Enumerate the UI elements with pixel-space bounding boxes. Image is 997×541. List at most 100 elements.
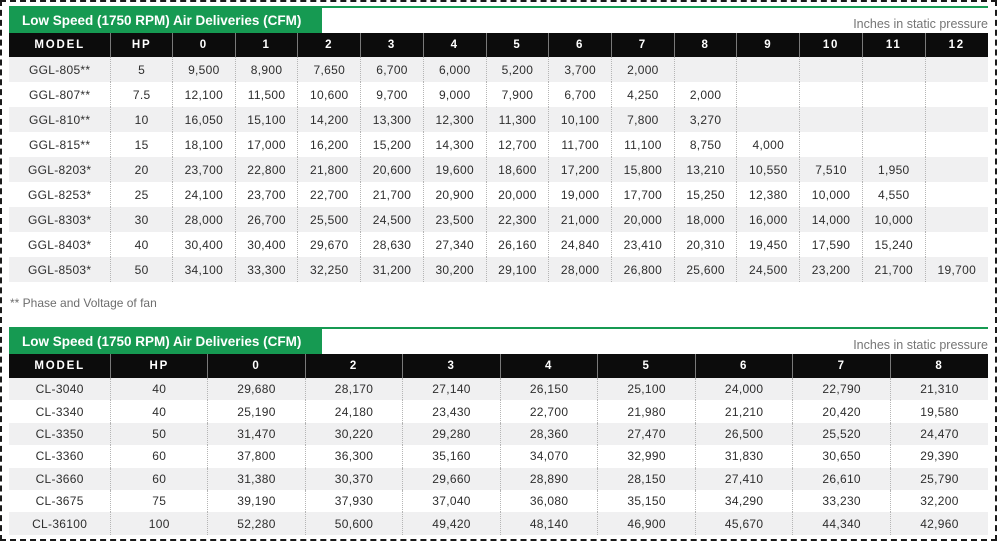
cfm-cell: 28,150 — [597, 467, 696, 490]
cfm-cell: 24,180 — [304, 400, 403, 423]
model-cell: CL-3675 — [35, 494, 84, 509]
cfm-cell — [924, 157, 988, 182]
table-title: Low Speed (1750 RPM) Air Deliveries (CFM… — [9, 8, 322, 33]
cfm-cell: 21,700 — [861, 257, 926, 282]
cfm-cell: 23,430 — [402, 400, 501, 423]
cfm-cell: 28,630 — [360, 232, 424, 257]
cfm-cell: 17,200 — [548, 157, 612, 182]
hp-cell: 10 — [110, 107, 173, 132]
cfm-cell: 15,100 — [234, 107, 298, 132]
cfm-cell: 24,470 — [889, 422, 988, 446]
cfm-cell: 16,000 — [736, 207, 800, 232]
cfm-cell: 18,600 — [485, 157, 549, 182]
table-row: GGL-805** 5 9,500 8,900 7,650 6,700 6,000 5,200… — [9, 57, 988, 82]
header-row: MODEL HP 0 2 3 4 5 6 7 8 — [9, 354, 988, 378]
cfm-cell: 49,420 — [402, 512, 501, 535]
column-header: 7 — [792, 354, 891, 378]
cfm-cell: 7,510 — [799, 157, 863, 182]
hp-cell: 15 — [110, 132, 173, 157]
column-header: 8 — [673, 33, 737, 57]
column-header: 3 — [402, 354, 501, 378]
model-cell: GGL-810** — [28, 112, 91, 127]
cfm-cell: 32,990 — [597, 445, 696, 468]
cfm-cell — [799, 57, 863, 82]
cfm-cell: 42,960 — [889, 512, 988, 535]
table-row: CL-3040 40 29,680 28,170 27,140 26,150 25,100 2… — [9, 378, 988, 401]
cfm-cell: 22,700 — [499, 400, 598, 423]
cfm-cell: 11,100 — [611, 132, 675, 157]
cfm-cell: 23,700 — [234, 182, 298, 207]
model-cell: GGL-807** — [28, 87, 91, 102]
model-cell: CL-3360 — [35, 449, 84, 464]
cfm-cell: 24,000 — [694, 378, 793, 401]
cfm-cell: 29,670 — [297, 232, 361, 257]
air-delivery-table-cl: MODEL HP 0 2 3 4 5 6 7 8 CL-3040 40 29,680 28,170 27,1… — [9, 354, 988, 535]
cfm-cell: 13,300 — [360, 107, 424, 132]
cfm-cell: 6,000 — [422, 57, 487, 82]
cfm-cell: 30,400 — [171, 232, 236, 257]
model-cell: CL-3350 — [35, 426, 84, 441]
model-cell: GGL-8403* — [27, 237, 92, 252]
table-row: GGL-807** 7.5 12,100 11,500 10,600 9,700 9,000… — [9, 82, 988, 107]
cfm-cell: 23,410 — [611, 232, 675, 257]
table-row: GGL-8403* 40 30,400 30,400 29,670 28,630 27,34… — [9, 232, 988, 257]
cfm-cell: 26,610 — [792, 467, 891, 490]
cfm-cell: 27,410 — [694, 467, 793, 490]
cfm-cell: 21,310 — [889, 378, 988, 401]
cfm-cell: 23,700 — [171, 157, 236, 182]
cfm-cell: 39,190 — [207, 489, 306, 513]
model-cell: GGL-815** — [28, 137, 91, 152]
cfm-cell: 12,300 — [422, 107, 487, 132]
model-cell: GGL-8303* — [27, 212, 92, 227]
cfm-cell: 25,790 — [889, 467, 988, 490]
cfm-cell: 10,000 — [861, 207, 926, 232]
column-header: 5 — [485, 33, 549, 57]
cfm-cell: 19,000 — [548, 182, 612, 207]
cfm-cell: 20,310 — [673, 232, 737, 257]
cfm-cell: 4,550 — [861, 182, 926, 207]
cfm-cell: 16,200 — [297, 132, 361, 157]
cfm-cell: 15,200 — [360, 132, 424, 157]
cfm-cell: 5,200 — [485, 57, 549, 82]
cfm-cell: 37,040 — [402, 489, 501, 513]
cfm-cell: 18,100 — [171, 132, 236, 157]
cfm-cell: 31,380 — [207, 467, 306, 490]
cfm-cell: 2,000 — [673, 82, 737, 107]
cfm-cell: 30,220 — [304, 422, 403, 446]
cfm-cell: 12,700 — [485, 132, 549, 157]
hp-cell: 20 — [110, 157, 173, 182]
cfm-cell: 2,000 — [611, 57, 675, 82]
column-header: 10 — [799, 33, 863, 57]
column-header: 6 — [694, 354, 793, 378]
cfm-cell: 23,500 — [422, 207, 487, 232]
cfm-cell: 18,000 — [673, 207, 737, 232]
cfm-cell: 4,000 — [736, 132, 800, 157]
cfm-cell: 28,000 — [548, 257, 612, 282]
column-header: 4 — [422, 33, 487, 57]
column-header: MODEL — [9, 354, 111, 378]
cfm-cell — [861, 132, 926, 157]
hp-cell: 40 — [110, 400, 208, 423]
cfm-cell — [736, 107, 800, 132]
model-cell: GGL-805** — [28, 62, 91, 77]
cfm-cell: 45,670 — [694, 512, 793, 535]
cfm-cell: 20,000 — [485, 182, 549, 207]
hp-cell: 7.5 — [110, 82, 173, 107]
hp-cell: 5 — [110, 57, 173, 82]
cfm-cell: 12,380 — [736, 182, 800, 207]
cfm-cell: 17,000 — [234, 132, 298, 157]
cfm-cell: 31,200 — [360, 257, 424, 282]
cfm-cell: 28,890 — [499, 467, 598, 490]
cfm-cell: 15,800 — [611, 157, 675, 182]
cfm-cell: 9,000 — [422, 82, 487, 107]
cfm-cell: 46,900 — [597, 512, 696, 535]
hp-cell: 50 — [110, 422, 208, 446]
cfm-cell — [924, 207, 988, 232]
cfm-cell: 36,300 — [304, 445, 403, 468]
table-section-ggl: Low Speed (1750 RPM) Air Deliveries (CFM… — [9, 6, 988, 282]
cfm-cell — [861, 57, 926, 82]
cfm-cell: 8,900 — [234, 57, 298, 82]
cfm-cell: 25,520 — [792, 422, 891, 446]
cfm-cell — [924, 182, 988, 207]
model-cell: CL-3660 — [35, 471, 84, 486]
